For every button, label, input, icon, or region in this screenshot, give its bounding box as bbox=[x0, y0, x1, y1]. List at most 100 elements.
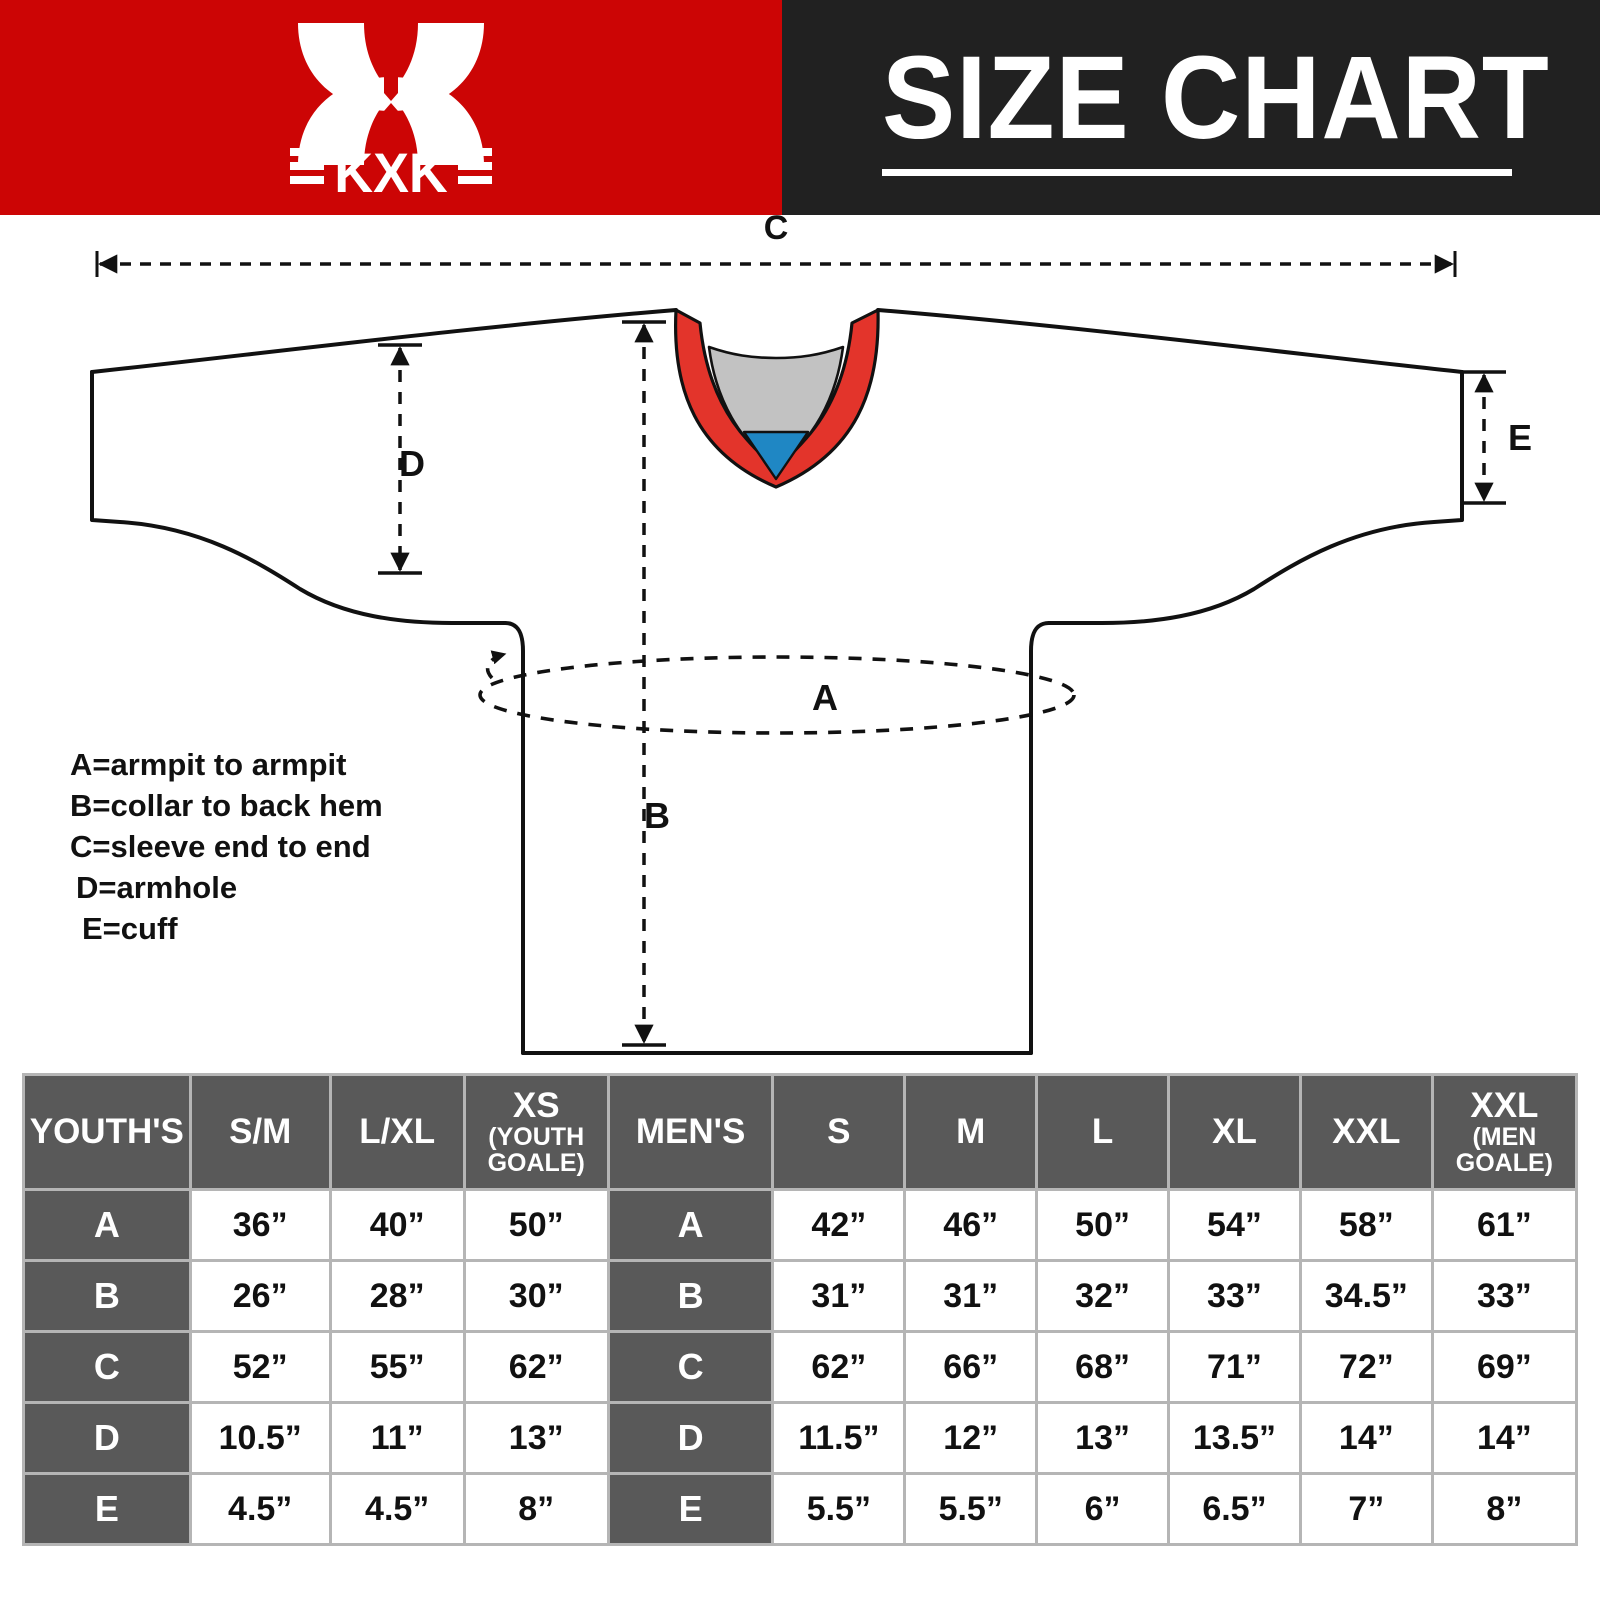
header-mens: MEN'S bbox=[609, 1076, 772, 1188]
cell-youth-e-1: 4.5” bbox=[331, 1475, 463, 1543]
header-mens-m-main: M bbox=[956, 1112, 986, 1152]
row-label-mens-c: C bbox=[609, 1333, 772, 1401]
header-mens-xl: XL bbox=[1170, 1076, 1299, 1188]
cell-mens-e-3: 6.5” bbox=[1170, 1475, 1299, 1543]
cell-youth-b-1: 28” bbox=[331, 1262, 463, 1330]
cell-mens-c-3: 71” bbox=[1170, 1333, 1299, 1401]
cell-youth-e-2: 8” bbox=[465, 1475, 607, 1543]
legend-item-d: D=armhole bbox=[76, 869, 238, 905]
table-row: A 36” 40” 50” A 42” 46” 50” 54” 58” 61” bbox=[25, 1191, 1575, 1259]
title-panel: SIZE CHART bbox=[782, 0, 1600, 215]
cell-mens-d-1: 12” bbox=[906, 1404, 1036, 1472]
cell-youth-a-0: 36” bbox=[191, 1191, 329, 1259]
cell-mens-c-2: 68” bbox=[1038, 1333, 1168, 1401]
page-title: SIZE CHART bbox=[882, 32, 1550, 164]
cell-youth-d-2: 13” bbox=[465, 1404, 607, 1472]
header-youth-xs-goalie: XS (YOUTH GOALE) bbox=[465, 1076, 607, 1188]
cell-mens-b-1: 31” bbox=[906, 1262, 1036, 1330]
legend-item-a: A=armpit to armpit bbox=[70, 747, 347, 782]
cell-youth-e-0: 4.5” bbox=[191, 1475, 329, 1543]
row-label-youth-b: B bbox=[25, 1262, 189, 1330]
header-mens-xxl-goalie: XXL (MEN GOALE) bbox=[1433, 1076, 1575, 1188]
cell-mens-a-1: 46” bbox=[906, 1191, 1036, 1259]
svg-text:KXK: KXK bbox=[334, 141, 448, 200]
header-youth-xs-sub: (YOUTH GOALE) bbox=[487, 1122, 585, 1177]
cell-youth-b-2: 30” bbox=[465, 1262, 607, 1330]
dimension-d-label: D bbox=[399, 443, 425, 484]
kxk-logo: KXK bbox=[290, 19, 492, 200]
legend-item-b: B=collar to back hem bbox=[70, 787, 383, 823]
dimension-b: B bbox=[622, 320, 670, 1047]
header-mens-l: L bbox=[1038, 1076, 1168, 1188]
cell-youth-b-0: 26” bbox=[191, 1262, 329, 1330]
table-row: D 10.5” 11” 13” D 11.5” 12” 13” 13.5” 14… bbox=[25, 1404, 1575, 1472]
table-header-row: YOUTH'S S/M L/XL XS (YOUTH GOALE) MEN'S … bbox=[25, 1076, 1575, 1188]
header-youth-lxl: L/XL bbox=[331, 1076, 463, 1188]
cell-mens-c-1: 66” bbox=[906, 1333, 1036, 1401]
cell-mens-e-1: 5.5” bbox=[906, 1475, 1036, 1543]
measurement-legend: A=armpit to armpit B=collar to back hem … bbox=[70, 745, 490, 950]
cell-youth-d-0: 10.5” bbox=[191, 1404, 329, 1472]
dimension-b-label: B bbox=[644, 795, 670, 836]
cell-mens-c-4: 72” bbox=[1301, 1333, 1431, 1401]
cell-mens-b-2: 32” bbox=[1038, 1262, 1168, 1330]
brand-panel: KXK bbox=[0, 0, 782, 215]
header-mens-l-main: L bbox=[1091, 1112, 1114, 1152]
header-mens-m: M bbox=[906, 1076, 1036, 1188]
size-table: YOUTH'S S/M L/XL XS (YOUTH GOALE) MEN'S … bbox=[22, 1073, 1578, 1546]
cell-youth-c-1: 55” bbox=[331, 1333, 463, 1401]
cell-mens-e-2: 6” bbox=[1038, 1475, 1168, 1543]
cell-youth-a-1: 40” bbox=[331, 1191, 463, 1259]
cell-mens-b-4: 34.5” bbox=[1301, 1262, 1431, 1330]
legend-item-c: C=sleeve end to end bbox=[70, 828, 371, 864]
header-youth-sm-main: S/M bbox=[229, 1112, 292, 1152]
row-label-mens-d: D bbox=[609, 1404, 772, 1472]
dimension-a: A bbox=[478, 650, 1076, 735]
cell-mens-b-0: 31” bbox=[774, 1262, 904, 1330]
row-label-mens-a: A bbox=[609, 1191, 772, 1259]
dimension-e-label: E bbox=[1508, 417, 1532, 458]
header-mens-xxlg-sub: (MEN GOALE) bbox=[1455, 1122, 1553, 1177]
cell-mens-d-5: 14” bbox=[1433, 1404, 1575, 1472]
cell-mens-b-5: 33” bbox=[1433, 1262, 1575, 1330]
cell-mens-a-4: 58” bbox=[1301, 1191, 1431, 1259]
row-label-mens-b: B bbox=[609, 1262, 772, 1330]
cell-youth-d-1: 11” bbox=[331, 1404, 463, 1472]
dimension-e: E bbox=[1462, 370, 1532, 505]
cell-mens-d-3: 13.5” bbox=[1170, 1404, 1299, 1472]
cell-mens-c-0: 62” bbox=[774, 1333, 904, 1401]
header-mens-xxl: XXL bbox=[1301, 1076, 1431, 1188]
header-mens-xl-main: XL bbox=[1212, 1112, 1257, 1152]
cell-mens-b-3: 33” bbox=[1170, 1262, 1299, 1330]
cell-mens-e-5: 8” bbox=[1433, 1475, 1575, 1543]
jersey-diagram-svg: C bbox=[90, 215, 1532, 1055]
header-mens-s-main: S bbox=[827, 1112, 851, 1152]
legend-item-e: E=cuff bbox=[82, 910, 178, 946]
row-label-youth-e: E bbox=[25, 1475, 189, 1543]
header-youth-lxl-main: L/XL bbox=[359, 1112, 436, 1152]
jersey-diagram: C bbox=[0, 215, 1600, 1060]
page-header: KXK SIZE CHART bbox=[0, 0, 1600, 215]
dimension-c: C bbox=[95, 215, 1457, 277]
row-label-youth-a: A bbox=[25, 1191, 189, 1259]
header-mens-xxlg-main: XXL bbox=[1470, 1086, 1539, 1126]
cell-youth-a-2: 50” bbox=[465, 1191, 607, 1259]
dimension-d: D bbox=[378, 343, 425, 575]
row-label-youth-d: D bbox=[25, 1404, 189, 1472]
cell-mens-d-0: 11.5” bbox=[774, 1404, 904, 1472]
header-youth-sm: S/M bbox=[191, 1076, 329, 1188]
table-row: B 26” 28” 30” B 31” 31” 32” 33” 34.5” 33… bbox=[25, 1262, 1575, 1330]
cell-mens-d-2: 13” bbox=[1038, 1404, 1168, 1472]
cell-mens-a-5: 61” bbox=[1433, 1191, 1575, 1259]
header-youth-xs-main: XS bbox=[512, 1086, 560, 1126]
dimension-a-label: A bbox=[812, 677, 838, 718]
cell-mens-e-0: 5.5” bbox=[774, 1475, 904, 1543]
cell-mens-a-3: 54” bbox=[1170, 1191, 1299, 1259]
header-youths: YOUTH'S bbox=[25, 1076, 189, 1188]
cell-youth-c-2: 62” bbox=[465, 1333, 607, 1401]
cell-youth-c-0: 52” bbox=[191, 1333, 329, 1401]
row-label-mens-e: E bbox=[609, 1475, 772, 1543]
table-row: C 52” 55” 62” C 62” 66” 68” 71” 72” 69” bbox=[25, 1333, 1575, 1401]
table-row: E 4.5” 4.5” 8” E 5.5” 5.5” 6” 6.5” 7” 8” bbox=[25, 1475, 1575, 1543]
